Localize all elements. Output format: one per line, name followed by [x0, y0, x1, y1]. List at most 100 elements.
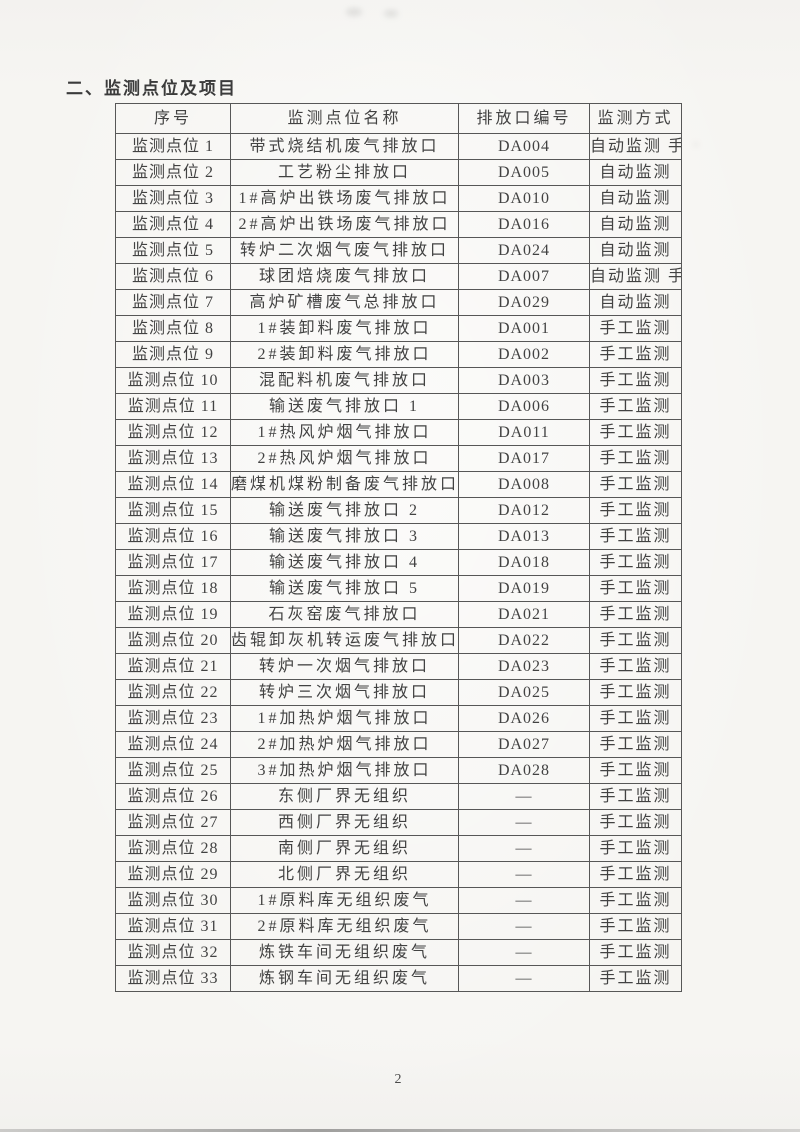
cell-outlet-code: DA026	[458, 705, 590, 732]
cell-outlet-code: —	[458, 783, 590, 810]
cell-outlet-code: —	[458, 965, 590, 992]
cell-monitor-method: 手工监测	[589, 393, 682, 420]
cell-monitor-method: 手工监测	[589, 575, 682, 602]
cell-point-number: 监测点位 12	[115, 419, 231, 446]
cell-point-name: 高炉矿槽废气总排放口	[230, 289, 459, 316]
cell-outlet-code: DA024	[458, 237, 590, 264]
cell-point-number: 监测点位 10	[115, 367, 231, 394]
cell-monitor-method: 手工监测	[589, 965, 682, 992]
cell-point-number: 监测点位 13	[115, 445, 231, 472]
header-cell-outlet: 排放口编号	[458, 103, 590, 134]
cell-point-number: 监测点位 24	[115, 731, 231, 758]
cell-point-number: 监测点位 28	[115, 835, 231, 862]
cell-point-number: 监测点位 7	[115, 289, 231, 316]
cell-point-name: 转炉三次烟气排放口	[230, 679, 459, 706]
cell-point-number: 监测点位 9	[115, 341, 231, 368]
cell-point-number: 监测点位 19	[115, 601, 231, 628]
cell-monitor-method: 自动监测	[589, 237, 682, 264]
cell-monitor-method: 手工监测	[589, 549, 682, 576]
cell-point-name: 2#装卸料废气排放口	[230, 341, 459, 368]
cell-point-name: 输送废气排放口 1	[230, 393, 459, 420]
cell-monitor-method: 手工监测	[589, 705, 682, 732]
table-row: 监测点位 2 工艺粉尘排放口 DA005 自动监测	[115, 159, 682, 186]
header-cell-no: 序号	[115, 103, 231, 134]
cell-point-name: 2#高炉出铁场废气排放口	[230, 211, 459, 238]
cell-monitor-method: 手工监测	[589, 757, 682, 784]
cell-point-name: 西侧厂界无组织	[230, 809, 459, 836]
cell-point-number: 监测点位 11	[115, 393, 231, 420]
cell-outlet-code: —	[458, 913, 590, 940]
table-row: 监测点位 21 转炉一次烟气排放口 DA023 手工监测	[115, 653, 682, 680]
table-row: 监测点位 14 磨煤机煤粉制备废气排放口 DA008 手工监测	[115, 471, 682, 498]
cell-outlet-code: —	[458, 861, 590, 888]
cell-point-name: 炼铁车间无组织废气	[230, 939, 459, 966]
cell-monitor-method: 手工监测	[589, 835, 682, 862]
table-row: 监测点位 27 西侧厂界无组织 — 手工监测	[115, 809, 682, 836]
cell-point-number: 监测点位 6	[115, 263, 231, 290]
cell-point-name: 工艺粉尘排放口	[230, 159, 459, 186]
cell-point-name: 炼钢车间无组织废气	[230, 965, 459, 992]
cell-monitor-method: 手工监测	[589, 497, 682, 524]
table-row: 监测点位 30 1#原料库无组织废气 — 手工监测	[115, 887, 682, 914]
cell-monitor-method: 手工监测	[589, 809, 682, 836]
cell-point-name: 转炉一次烟气排放口	[230, 653, 459, 680]
cell-outlet-code: —	[458, 939, 590, 966]
table-row: 监测点位 11 输送废气排放口 1 DA006 手工监测	[115, 393, 682, 420]
cell-outlet-code: DA027	[458, 731, 590, 758]
cell-point-name: 转炉二次烟气废气排放口	[230, 237, 459, 264]
cell-point-number: 监测点位 1	[115, 133, 231, 160]
table-row: 监测点位 13 2#热风炉烟气排放口 DA017 手工监测	[115, 445, 682, 472]
cell-point-name: 输送废气排放口 2	[230, 497, 459, 524]
cell-point-name: 磨煤机煤粉制备废气排放口	[230, 471, 459, 498]
cell-outlet-code: DA007	[458, 263, 590, 290]
cell-outlet-code: DA022	[458, 627, 590, 654]
cell-monitor-method: 手工监测	[589, 471, 682, 498]
cell-outlet-code: DA016	[458, 211, 590, 238]
scan-artifact	[693, 142, 699, 147]
table-row: 监测点位 26 东侧厂界无组织 — 手工监测	[115, 783, 682, 810]
cell-monitor-method: 自动监测 手工监测	[589, 263, 682, 290]
cell-point-name: 球团焙烧废气排放口	[230, 263, 459, 290]
table-row: 监测点位 33 炼钢车间无组织废气 — 手工监测	[115, 965, 682, 992]
table-row: 监测点位 31 2#原料库无组织废气 — 手工监测	[115, 913, 682, 940]
cell-outlet-code: DA013	[458, 523, 590, 550]
cell-point-number: 监测点位 27	[115, 809, 231, 836]
cell-outlet-code: —	[458, 809, 590, 836]
monitoring-table-body: 监测点位 1 带式烧结机废气排放口 DA004 自动监测 手工监测 监测点位 2…	[115, 133, 682, 992]
header-cell-method: 监测方式	[589, 103, 682, 134]
cell-point-number: 监测点位 2	[115, 159, 231, 186]
cell-monitor-method: 手工监测	[589, 679, 682, 706]
table-row: 监测点位 18 输送废气排放口 5 DA019 手工监测	[115, 575, 682, 602]
cell-outlet-code: —	[458, 887, 590, 914]
table-row: 监测点位 28 南侧厂界无组织 — 手工监测	[115, 835, 682, 862]
cell-monitor-method: 自动监测 手工监测	[589, 133, 682, 160]
cell-monitor-method: 手工监测	[589, 601, 682, 628]
cell-monitor-method: 手工监测	[589, 783, 682, 810]
cell-monitor-method: 自动监测	[589, 159, 682, 186]
cell-point-number: 监测点位 33	[115, 965, 231, 992]
cell-point-number: 监测点位 21	[115, 653, 231, 680]
cell-point-number: 监测点位 32	[115, 939, 231, 966]
cell-monitor-method: 手工监测	[589, 861, 682, 888]
table-row: 监测点位 7 高炉矿槽废气总排放口 DA029 自动监测	[115, 289, 682, 316]
cell-outlet-code: DA029	[458, 289, 590, 316]
table-row: 监测点位 22 转炉三次烟气排放口 DA025 手工监测	[115, 679, 682, 706]
cell-point-name: 1#高炉出铁场废气排放口	[230, 185, 459, 212]
cell-point-number: 监测点位 4	[115, 211, 231, 238]
cell-point-number: 监测点位 8	[115, 315, 231, 342]
cell-point-number: 监测点位 30	[115, 887, 231, 914]
cell-outlet-code: DA021	[458, 601, 590, 628]
cell-monitor-method: 自动监测	[589, 211, 682, 238]
cell-outlet-code: DA005	[458, 159, 590, 186]
header-cell-name: 监测点位名称	[230, 103, 459, 134]
cell-monitor-method: 手工监测	[589, 913, 682, 940]
table-row: 监测点位 17 输送废气排放口 4 DA018 手工监测	[115, 549, 682, 576]
cell-point-name: 输送废气排放口 5	[230, 575, 459, 602]
cell-point-name: 混配料机废气排放口	[230, 367, 459, 394]
cell-point-name: 3#加热炉烟气排放口	[230, 757, 459, 784]
cell-monitor-method: 手工监测	[589, 445, 682, 472]
cell-point-number: 监测点位 18	[115, 575, 231, 602]
cell-monitor-method: 手工监测	[589, 315, 682, 342]
header-row: 序号 监测点位名称 排放口编号 监测方式	[115, 103, 682, 134]
table-row: 监测点位 10 混配料机废气排放口 DA003 手工监测	[115, 367, 682, 394]
